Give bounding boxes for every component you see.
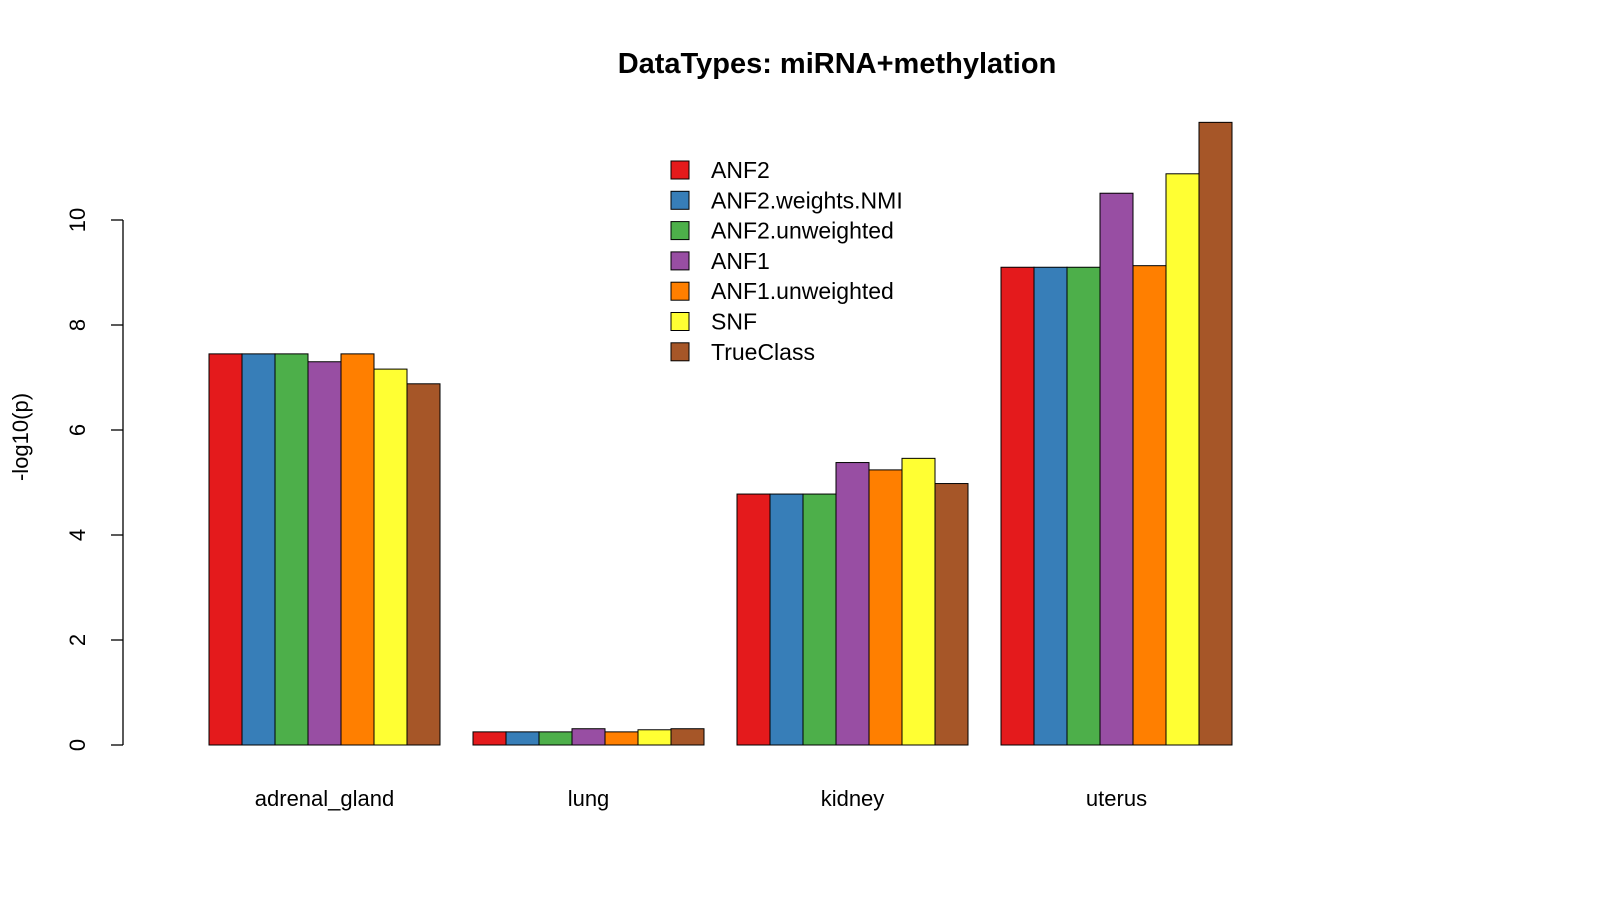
bar-trueclass-adrenal-gland: [406, 383, 441, 746]
legend-label: ANF1: [711, 248, 770, 274]
bar-anf2-weights-nmi-uterus: [1033, 266, 1068, 746]
bar-anf2-unweighted-adrenal-gland: [274, 353, 309, 746]
bar-anf1-uterus: [1099, 192, 1134, 746]
bar-snf-adrenal-gland: [373, 368, 408, 746]
y-tick-label: 0: [65, 739, 90, 751]
y-tick-label: 2: [65, 634, 90, 646]
legend-swatch: [670, 342, 690, 362]
x-category-label: kidney: [821, 786, 885, 811]
bar-anf1-adrenal-gland: [307, 361, 342, 746]
y-tick-label: 6: [65, 424, 90, 436]
bar-anf2-lung: [472, 731, 507, 746]
bar-trueclass-uterus: [1198, 121, 1233, 746]
y-tick-label: 4: [65, 529, 90, 541]
bar-trueclass-kidney: [934, 483, 969, 746]
chart-title: DataTypes: miRNA+methylation: [618, 48, 1057, 80]
bar-anf1-unweighted-kidney: [868, 469, 903, 746]
bar-anf2-weights-nmi-kidney: [769, 493, 804, 746]
y-tick-label: 8: [65, 319, 90, 331]
bar-trueclass-lung: [670, 728, 705, 746]
bars-group: [208, 121, 1233, 746]
bar-anf1-kidney: [835, 462, 870, 746]
bar-anf1-unweighted-lung: [604, 731, 639, 746]
legend-label: ANF2.unweighted: [711, 218, 894, 244]
bar-snf-kidney: [901, 457, 936, 746]
legend-label: ANF2.weights.NMI: [711, 187, 903, 213]
x-category-label: adrenal_gland: [255, 786, 394, 811]
legend-swatch: [670, 221, 690, 241]
x-category-label: lung: [568, 786, 610, 811]
bar-anf2-adrenal-gland: [208, 353, 243, 746]
bar-anf1-unweighted-adrenal-gland: [340, 353, 375, 746]
bar-anf1-lung: [571, 728, 606, 746]
bar-anf1-unweighted-uterus: [1132, 265, 1167, 746]
y-axis: 0 2 4 6 8 10: [65, 208, 124, 751]
bar-snf-uterus: [1165, 173, 1200, 746]
legend-label: ANF2: [711, 157, 770, 183]
legend-swatch: [670, 312, 690, 331]
y-tick-label: 10: [65, 208, 90, 232]
legend-swatch: [670, 160, 690, 180]
bar-anf2-unweighted-uterus: [1066, 266, 1101, 746]
bar-snf-lung: [637, 729, 672, 746]
legend-label: SNF: [711, 309, 757, 335]
y-axis-label: -log10(p): [8, 393, 33, 481]
legend-swatch: [670, 281, 690, 301]
x-category-label: uterus: [1086, 786, 1147, 811]
bar-anf2-unweighted-lung: [538, 731, 573, 746]
legend-label: ANF1.unweighted: [711, 278, 894, 304]
bar-anf2-uterus: [1000, 266, 1035, 746]
bar-anf2-weights-nmi-adrenal-gland: [241, 353, 276, 746]
legend-swatch: [670, 190, 690, 210]
legend-label: TrueClass: [711, 339, 815, 365]
x-axis-labels: adrenal_gland lung kidney uterus: [255, 786, 1147, 811]
bar-anf2-unweighted-kidney: [802, 493, 837, 746]
bar-anf2-kidney: [736, 493, 771, 746]
legend-swatch: [670, 251, 690, 271]
legend: ANF2 ANF2.weights.NMI ANF2.unweighted ANF1 A…: [670, 157, 903, 365]
bar-anf2-weights-nmi-lung: [505, 731, 540, 746]
